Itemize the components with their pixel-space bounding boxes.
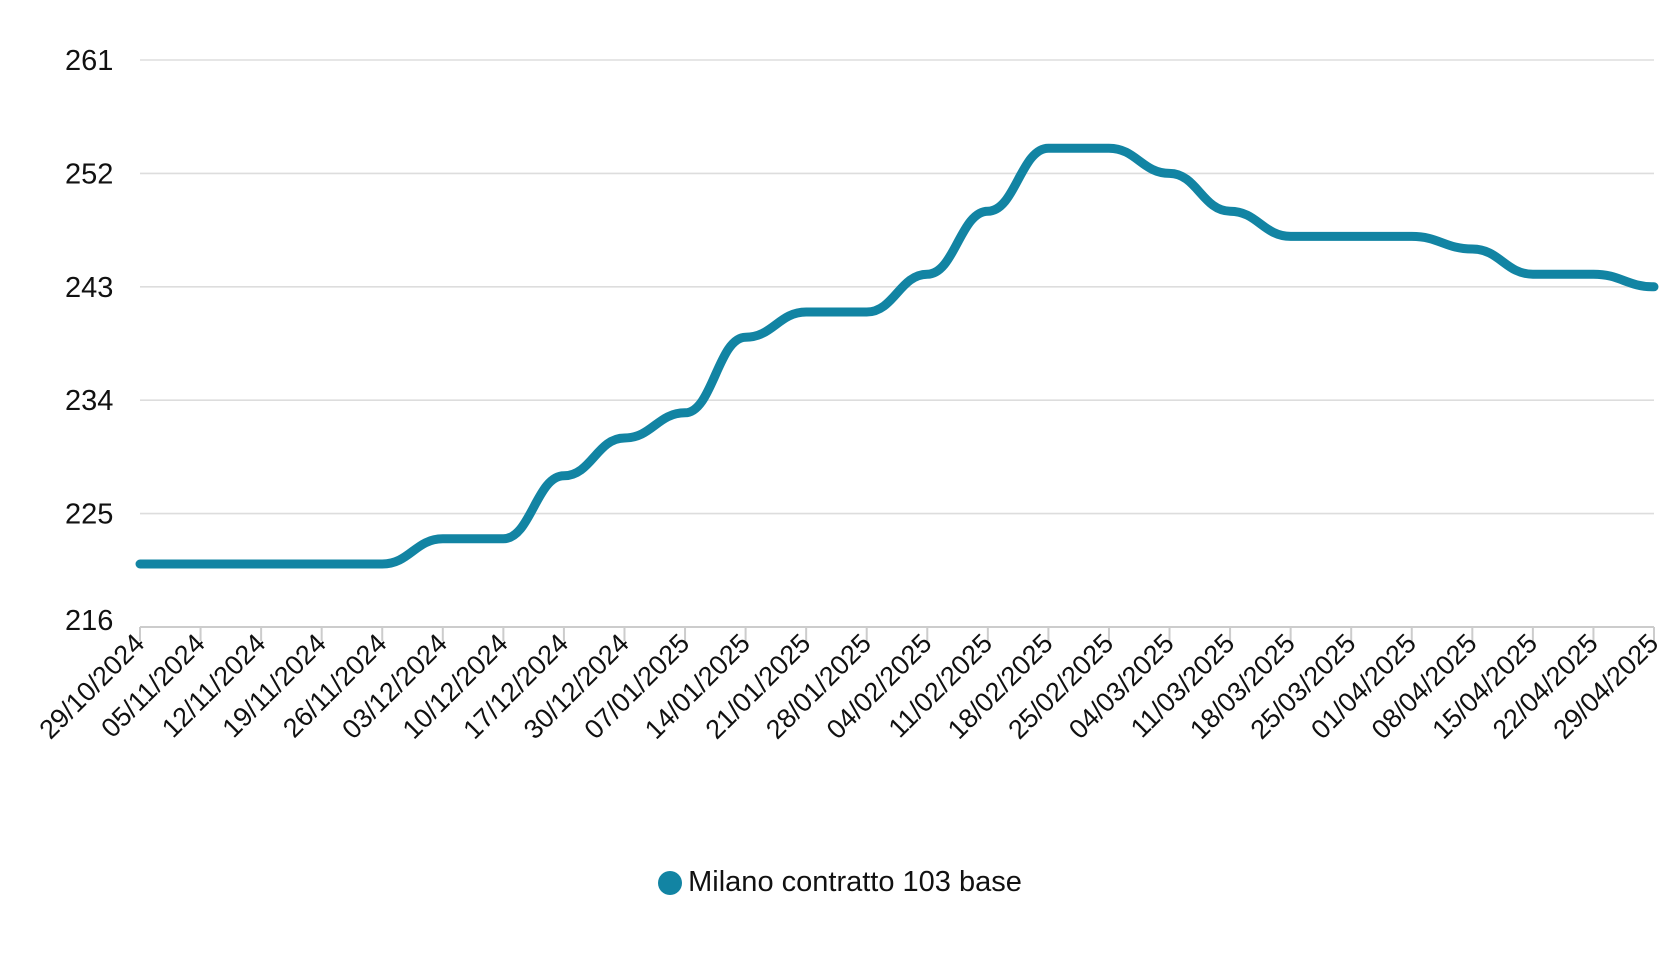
y-tick-label: 261 (65, 45, 113, 77)
series-line (140, 148, 1654, 564)
y-tick-label: 234 (65, 385, 113, 417)
y-tick-label: 243 (65, 272, 113, 304)
label-layer: 26125224323422521629/10/202405/11/202412… (33, 45, 1664, 745)
series-layer (140, 148, 1654, 564)
y-tick-label: 225 (65, 499, 113, 531)
y-tick-label: 252 (65, 158, 113, 190)
legend-label: Milano contratto 103 base (688, 866, 1022, 899)
y-tick-label: 216 (65, 605, 113, 637)
legend: Milano contratto 103 base (0, 866, 1680, 899)
legend-marker-icon (658, 871, 682, 895)
